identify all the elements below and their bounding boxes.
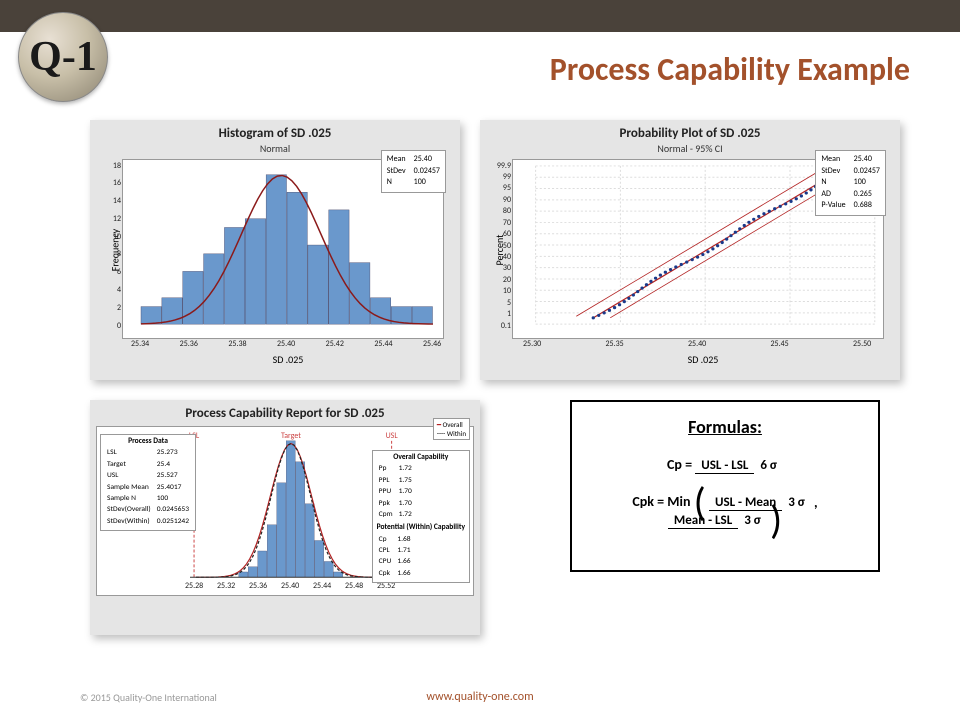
cpk-lhs: Cpk = Min (632, 493, 690, 510)
potential-cap-title: Potential (Within) Capability (377, 523, 465, 532)
histogram-panel: Histogram of SD .025 Normal Mean25.40StD… (90, 120, 460, 380)
cpk-n2: Mean - LSL (668, 513, 738, 529)
formulas-heading: Formulas: (582, 416, 868, 438)
cp-num: USL - LSL (695, 458, 754, 474)
histogram-stats: Mean25.40StDev0.02457N100 (381, 150, 446, 193)
copyright: © 2015 Quality-One International (80, 691, 217, 704)
histogram-title: Histogram of SD .025 (96, 126, 454, 142)
row2: Process Capability Report for SD .025 Pr… (90, 400, 900, 635)
probplot-title: Probability Plot of SD .025 (486, 126, 894, 142)
capability-stats-box: Overall Capability Pp1.72PPL1.75PPU1.70P… (372, 450, 470, 583)
logo-text: Q-1 (29, 33, 97, 81)
svg-text:Target: Target (281, 430, 301, 440)
process-data-title: Process Data (105, 437, 191, 446)
svg-text:USL: USL (386, 430, 399, 440)
histogram-xlabel: SD .025 (122, 353, 454, 366)
process-data-box: Process Data LSL25.273Target25.4USL25.52… (100, 434, 196, 531)
overall-cap-title: Overall Capability (377, 453, 465, 462)
cp-lhs: Cp = (667, 456, 692, 473)
cp-den: 6 σ (754, 458, 783, 473)
probplot-panel: Probability Plot of SD .025 Normal - 95%… (480, 120, 900, 380)
capability-title: Process Capability Report for SD .025 (96, 406, 474, 422)
cpk-sep: , (814, 494, 818, 511)
cpk-d2: 3 σ (738, 513, 767, 528)
cpk-d1: 3 σ (782, 495, 811, 510)
probplot-stats: Mean25.40StDev0.02457N100AD0.265P-Value0… (815, 150, 886, 216)
formulas-box: Formulas: Cp = USL - LSL6 σ Cpk = Min ( … (570, 400, 880, 572)
capability-panel: Process Capability Report for SD .025 Pr… (90, 400, 480, 635)
cp-formula: Cp = USL - LSL6 σ (582, 456, 868, 473)
charts-row: Histogram of SD .025 Normal Mean25.40StD… (90, 120, 900, 380)
page-title: Process Capability Example (550, 50, 910, 89)
logo-badge: Q-1 (18, 12, 108, 102)
legend-overall: Overall (443, 420, 463, 429)
legend-within: Within (447, 429, 466, 438)
capability-legend: ━ Overall ╌╌ Within (433, 418, 470, 440)
top-bar (0, 0, 960, 32)
cpk-formula: Cpk = Min ( USL - Mean3 σ , Mean - LSL3 … (582, 493, 868, 528)
probplot-xlabel: SD .025 (512, 353, 894, 366)
